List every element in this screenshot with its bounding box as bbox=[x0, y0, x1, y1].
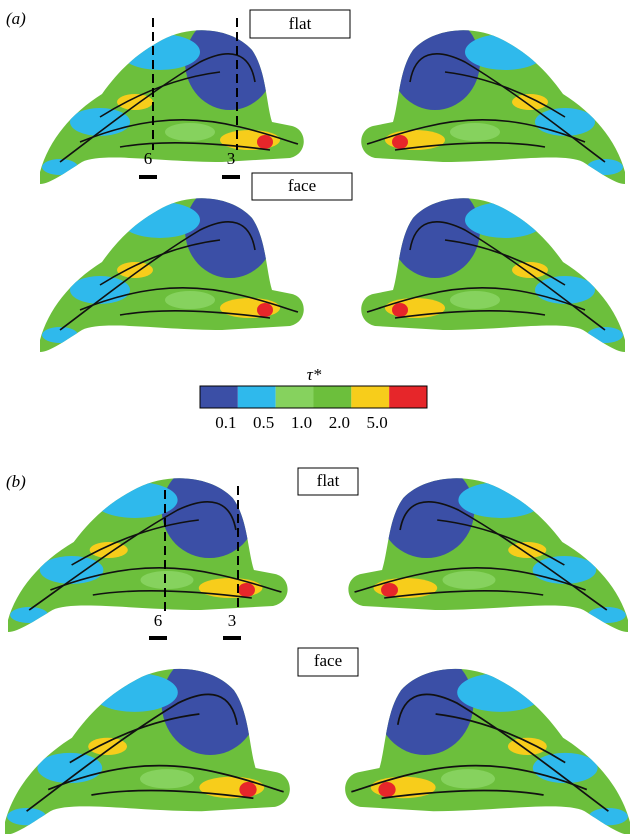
caption-box bbox=[249, 9, 351, 39]
colorbar-tick-label: 0.5 bbox=[253, 413, 274, 432]
caption: face bbox=[288, 176, 316, 195]
nose-contour bbox=[40, 182, 304, 352]
colorbar-segment bbox=[389, 386, 427, 408]
colorbar-tick-label: 2.0 bbox=[329, 413, 350, 432]
colorbar-title: τ* bbox=[307, 365, 322, 384]
colorbar: τ* 0.1 0.5 1.0 2.0 5.0 bbox=[199, 365, 428, 432]
section-marker: 6 bbox=[144, 149, 153, 168]
panel-label: (b) bbox=[6, 472, 26, 491]
panel-label: (a) bbox=[6, 9, 26, 28]
section-marker: 3 bbox=[227, 149, 236, 168]
marker-bar bbox=[139, 175, 157, 179]
colorbar-segment bbox=[237, 386, 276, 408]
colorbar-tick-label: 1.0 bbox=[291, 413, 312, 432]
section-marker: 6 bbox=[154, 611, 163, 630]
colorbar-segment bbox=[351, 386, 390, 408]
nose-contour bbox=[5, 651, 290, 834]
section-marker: 3 bbox=[228, 611, 237, 630]
nose-contour bbox=[8, 462, 288, 632]
colorbar-segment bbox=[275, 386, 314, 408]
nose-contour bbox=[361, 14, 625, 184]
caption: flat bbox=[317, 471, 340, 490]
colorbar-tick-label: 5.0 bbox=[367, 413, 388, 432]
colorbar-frame bbox=[199, 385, 428, 409]
colorbar-segment bbox=[200, 386, 238, 408]
caption-box bbox=[251, 172, 353, 201]
marker-bar bbox=[222, 175, 240, 179]
caption: face bbox=[314, 651, 342, 670]
colorbar-tick-label: 0.1 bbox=[215, 413, 236, 432]
marker-bar bbox=[149, 636, 167, 640]
nose-contour bbox=[361, 182, 625, 352]
caption-box bbox=[297, 647, 359, 677]
caption-box bbox=[297, 467, 359, 496]
colorbar-segment bbox=[313, 386, 352, 408]
marker-bar bbox=[223, 636, 241, 640]
nose-contour bbox=[40, 14, 304, 184]
caption: flat bbox=[289, 14, 312, 33]
nose-contour bbox=[345, 651, 630, 834]
nose-contour bbox=[348, 462, 628, 632]
